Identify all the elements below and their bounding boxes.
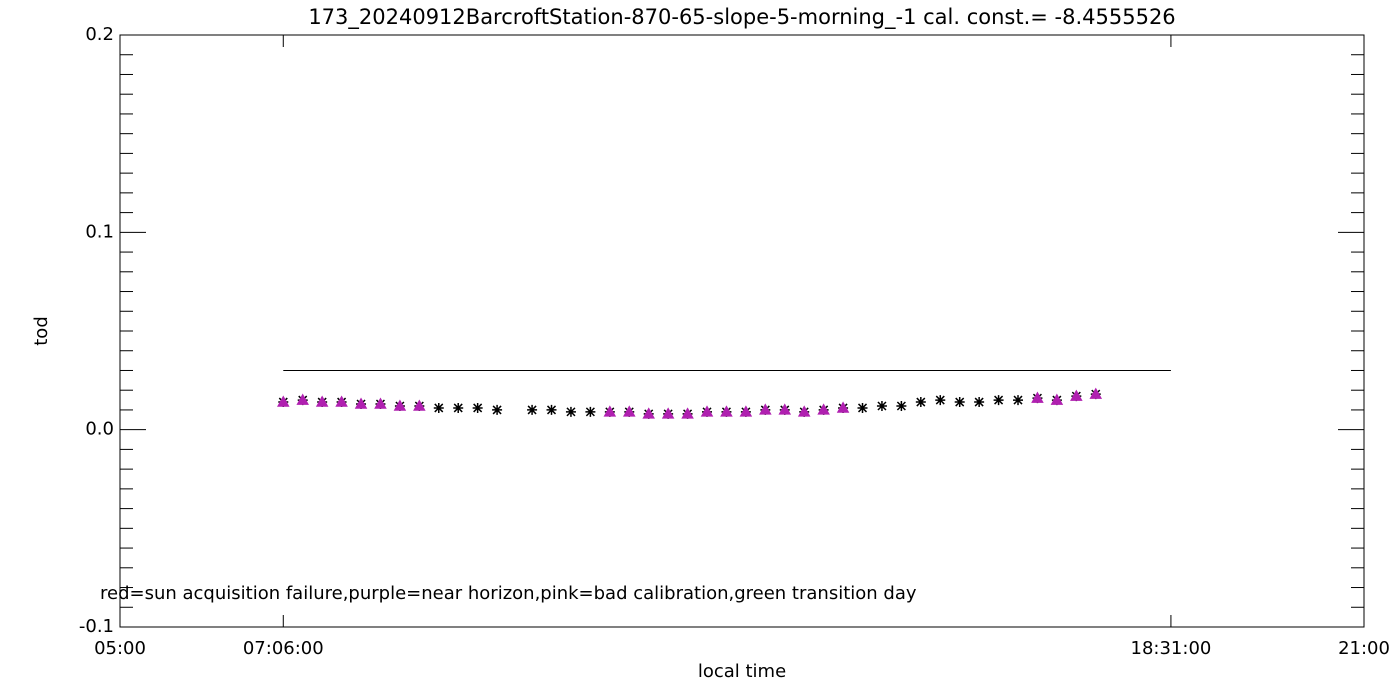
data-point [374, 397, 387, 409]
data-point [974, 397, 985, 408]
chart-title: 173_20240912BarcroftStation-870-65-slope… [308, 5, 1175, 30]
x-tick-label: 21:00 [1338, 638, 1390, 659]
data-point [565, 406, 576, 417]
data-point [993, 395, 1004, 406]
data-point [681, 407, 694, 419]
y-tick-label: 0.1 [85, 221, 114, 242]
data-point [817, 403, 830, 415]
data-point [296, 393, 309, 405]
plot-frame [119, 34, 1365, 628]
data-point [1031, 391, 1044, 403]
data-point [876, 400, 887, 411]
y-tick-label: 0.0 [85, 419, 114, 440]
x-tick-label: 18:31:00 [1131, 638, 1212, 659]
x-tick-label: 07:06:00 [243, 638, 324, 659]
data-point [778, 403, 792, 415]
data-point [661, 407, 675, 419]
data-point [546, 404, 557, 415]
annotation: red=sun acquisition failure,purple=near … [100, 583, 917, 604]
data-point [433, 402, 444, 413]
data-point [1089, 387, 1103, 399]
x-axis-label: local time [698, 661, 786, 682]
data-point [642, 407, 655, 419]
data-point [896, 400, 907, 411]
data-point [720, 405, 733, 417]
y-tick-label: 0.2 [85, 24, 114, 45]
data-point [527, 404, 538, 415]
data-point [836, 401, 850, 413]
data-point [492, 404, 503, 415]
data-point [354, 397, 368, 409]
data-point [700, 405, 714, 417]
data-point [393, 399, 407, 411]
x-tick-label: 05:00 [94, 638, 146, 659]
data-point [603, 405, 617, 417]
data-point [472, 402, 483, 413]
y-tick-label: -0.1 [79, 616, 114, 637]
data-point [453, 402, 464, 413]
data-point [935, 395, 946, 406]
data-point [315, 395, 329, 407]
data-point [915, 397, 926, 408]
data-point [797, 405, 811, 417]
y-axis-label: tod [31, 316, 52, 346]
data-point [739, 405, 753, 417]
data-point [277, 395, 290, 407]
data-point [1070, 389, 1083, 401]
data-point [759, 403, 772, 415]
data-point [1050, 393, 1064, 405]
data-point [585, 406, 596, 417]
data-point [954, 397, 965, 408]
data-point [1013, 395, 1024, 406]
data-point [857, 402, 868, 413]
data-point [413, 399, 426, 411]
data-point [335, 395, 348, 407]
data-point [622, 405, 636, 417]
